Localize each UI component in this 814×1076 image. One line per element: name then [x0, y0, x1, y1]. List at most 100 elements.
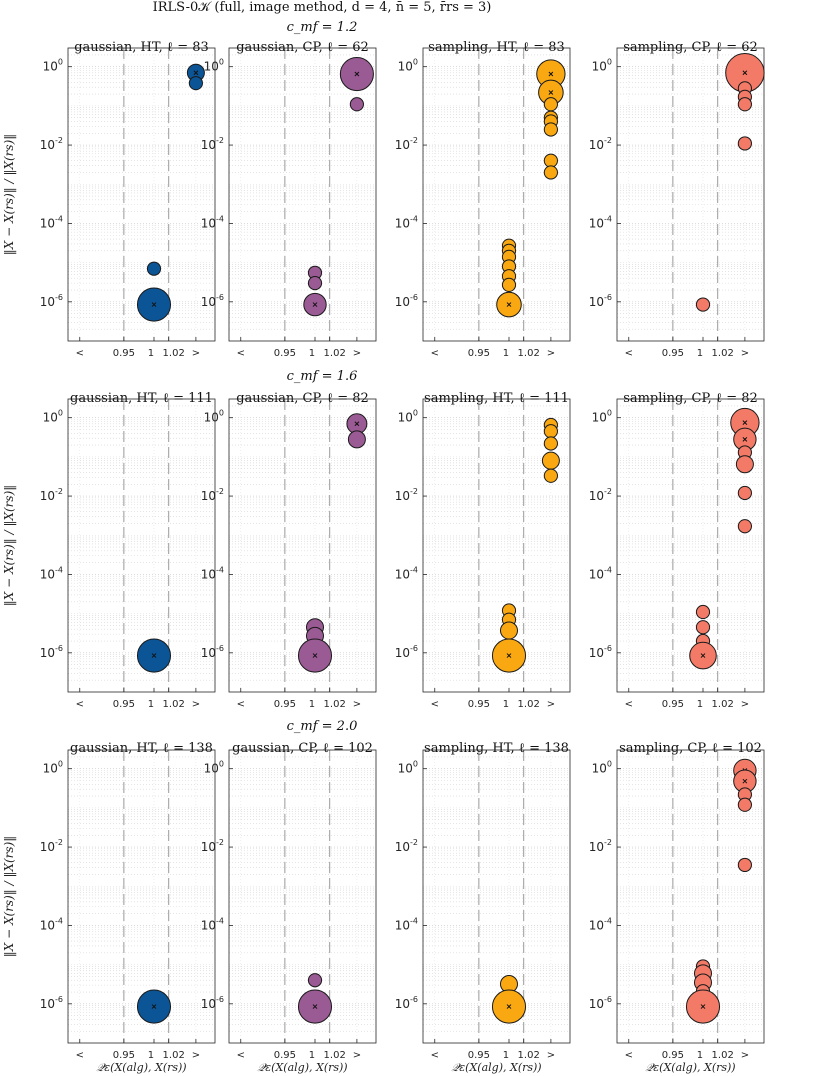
- axes-background: [229, 399, 376, 692]
- y-tick-label: 10-2: [395, 838, 418, 854]
- x-tick-label: 1.02: [518, 1050, 540, 1061]
- y-tick-exponent: -6: [410, 644, 418, 653]
- x-tick-label: 1: [503, 1050, 509, 1061]
- point-center-marker: [506, 302, 512, 307]
- y-tick-exponent: -6: [604, 293, 612, 302]
- data-point: [695, 297, 711, 312]
- point-center-marker: [506, 653, 512, 658]
- data-point: [737, 485, 752, 501]
- y-tick-label: 10-4: [40, 916, 63, 932]
- y-tick-exponent: 0: [413, 760, 418, 769]
- y-tick-exponent: -2: [410, 487, 418, 496]
- point-center-marker: [312, 302, 318, 307]
- y-tick-exponent: 0: [607, 760, 612, 769]
- y-tick-exponent: -2: [604, 838, 612, 847]
- x-tick-label: >: [192, 1050, 200, 1061]
- data-point: [543, 424, 558, 439]
- x-axis-label: 𝒬ε(X(alg), X(rs)): [451, 1061, 541, 1074]
- y-tick-exponent: -6: [55, 644, 63, 653]
- x-tick-label: 1: [148, 699, 154, 710]
- y-tick-exponent: -4: [410, 916, 418, 925]
- y-tick-label: 10-4: [201, 214, 224, 230]
- point-center-marker: [193, 70, 199, 76]
- y-tick-exponent: -4: [216, 214, 224, 223]
- y-tick-exponent: -2: [410, 136, 418, 145]
- y-tick-exponent: 0: [607, 58, 612, 67]
- x-axis-label: 𝒬ε(X(alg), X(rs)): [96, 1061, 186, 1074]
- y-tick-label: 100: [43, 409, 63, 425]
- panel-title: gaussian, CP, ℓ = 82: [236, 391, 369, 406]
- x-tick-label: >: [192, 348, 200, 359]
- x-tick-label: 0.95: [468, 699, 490, 710]
- point-center-marker: [312, 1004, 318, 1009]
- y-tick-exponent: -4: [604, 916, 612, 925]
- point-center-marker: [151, 653, 157, 658]
- y-tick-label: 100: [398, 409, 418, 425]
- y-axis-label: ‖X − X(rs)‖ / ‖X(rs)‖: [2, 134, 16, 256]
- x-tick-label: >: [547, 1050, 555, 1061]
- y-tick-label: 10-4: [201, 916, 224, 932]
- point-center-marker: [312, 653, 318, 658]
- y-tick-label: 10-2: [40, 487, 63, 503]
- y-tick-label: 100: [592, 760, 612, 776]
- y-tick-label: 100: [398, 760, 418, 776]
- panel-title: sampling, CP, ℓ = 82: [623, 391, 758, 406]
- point-center-marker: [742, 778, 748, 784]
- x-tick-label: >: [741, 699, 749, 710]
- y-tick-label: 10-2: [589, 487, 612, 503]
- point-center-marker: [700, 653, 706, 658]
- y-tick-label: 10-4: [589, 565, 612, 581]
- axes-box: [616, 47, 765, 342]
- axes-box: [228, 47, 377, 342]
- y-tick-exponent: 0: [219, 760, 224, 769]
- data-point: [307, 973, 323, 988]
- x-tick-label: >: [353, 348, 361, 359]
- point-center-marker: [700, 1004, 706, 1009]
- y-tick-label: 100: [43, 58, 63, 74]
- x-tick-label: <: [625, 348, 633, 359]
- y-tick-exponent: 0: [607, 409, 612, 418]
- point-center-marker: [354, 421, 360, 427]
- data-point: [543, 97, 558, 112]
- x-tick-label: 1.02: [163, 699, 185, 710]
- y-tick-label: 10-4: [589, 916, 612, 932]
- axes-background: [68, 399, 215, 692]
- axes-box: [422, 398, 571, 693]
- y-tick-label: 10-6: [201, 293, 224, 309]
- x-tick-label: 0.95: [468, 1050, 490, 1061]
- x-tick-label: >: [547, 699, 555, 710]
- y-tick-exponent: 0: [219, 409, 224, 418]
- y-tick-exponent: -6: [216, 293, 224, 302]
- x-tick-label: 1.02: [163, 1050, 185, 1061]
- panel-title: gaussian, CP, ℓ = 62: [236, 40, 369, 55]
- x-tick-label: 1: [697, 699, 703, 710]
- y-tick-label: 10-6: [395, 995, 418, 1011]
- y-tick-label: 10-6: [40, 644, 63, 660]
- y-tick-label: 10-2: [40, 838, 63, 854]
- data-point: [499, 621, 519, 640]
- panel-title: gaussian, HT, ℓ = 138: [70, 741, 213, 756]
- y-tick-label: 10-2: [201, 136, 224, 152]
- axes-box: [228, 398, 377, 693]
- axes-box: [616, 749, 765, 1044]
- y-tick-exponent: -2: [55, 838, 63, 847]
- x-axis-label: 𝒬ε(X(alg), X(rs)): [257, 1061, 347, 1074]
- x-tick-label: <: [625, 1050, 633, 1061]
- y-tick-label: 10-2: [395, 487, 418, 503]
- data-point: [695, 604, 711, 620]
- panel-title: gaussian, HT, ℓ = 83: [74, 40, 209, 55]
- data-point: [543, 153, 558, 168]
- data-point: [347, 430, 366, 449]
- y-tick-label: 10-2: [589, 838, 612, 854]
- y-tick-exponent: -4: [55, 565, 63, 574]
- y-tick-exponent: -2: [604, 136, 612, 145]
- x-tick-label: 0.95: [113, 348, 135, 359]
- data-point: [541, 451, 560, 470]
- y-tick-label: 10-2: [40, 136, 63, 152]
- x-tick-label: 1.02: [324, 1050, 346, 1061]
- y-tick-exponent: -6: [216, 644, 224, 653]
